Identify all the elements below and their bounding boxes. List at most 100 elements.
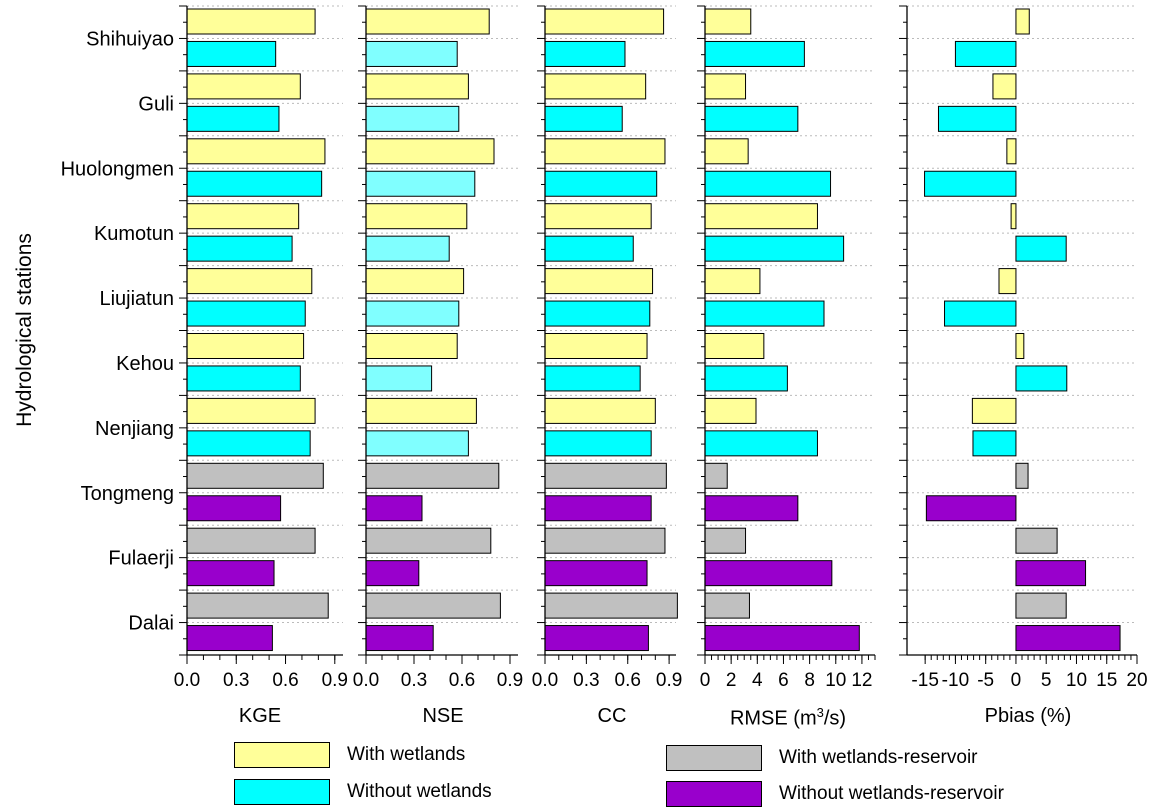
- station-label: Guli: [138, 93, 174, 115]
- bar-without: [186, 300, 306, 327]
- bar-without: [544, 560, 648, 587]
- bar-with: [186, 462, 324, 489]
- rmse-axis-label: RMSE (m3/s): [698, 705, 878, 731]
- bar-without: [544, 495, 652, 522]
- bar-with: [544, 527, 666, 554]
- bar-without: [704, 300, 825, 327]
- pbias-axis-label: Pbias (%): [984, 705, 1072, 727]
- bar-with: [971, 397, 1017, 424]
- legend-item-without-wetlands: Without wetlands: [234, 779, 492, 805]
- bar-without: [365, 430, 469, 457]
- bar-with: [1006, 138, 1017, 165]
- x-tick-label: -5: [977, 670, 994, 691]
- legend-swatch-cyan: [234, 779, 330, 805]
- bar-with: [365, 203, 468, 230]
- bar-without: [365, 40, 458, 67]
- x-tick-label: 0.0: [353, 670, 379, 691]
- bar-with: [704, 8, 752, 35]
- x-tick-label: 15: [1096, 670, 1117, 691]
- bar-with: [704, 138, 749, 165]
- bar-without: [704, 365, 788, 392]
- bar-without: [544, 365, 641, 392]
- bar-with: [704, 397, 757, 424]
- legend-label: With wetlands: [347, 744, 466, 765]
- bar-with: [1010, 203, 1017, 230]
- bar-with: [186, 73, 301, 100]
- bar-without: [186, 495, 282, 522]
- bar-without: [186, 625, 273, 652]
- bar-with: [365, 592, 501, 619]
- bar-with: [365, 462, 500, 489]
- bar-with: [544, 592, 678, 619]
- x-tick-label: 5: [1041, 670, 1052, 691]
- bar-without: [186, 105, 280, 132]
- station-label: Tongmeng: [81, 483, 174, 505]
- bar-without: [704, 40, 805, 67]
- kge-axis-label: KGE: [238, 705, 282, 727]
- legend-item-with-reservoir: With wetlands-reservoir: [666, 745, 978, 771]
- nse-axis-label: NSE: [422, 705, 464, 727]
- bar-without: [544, 625, 649, 652]
- x-tick-label: 0.0: [174, 670, 200, 691]
- bar-without: [186, 430, 311, 457]
- bar-with: [186, 592, 329, 619]
- bar-without: [704, 105, 799, 132]
- bar-with: [704, 592, 750, 619]
- station-label: Kehou: [116, 353, 174, 375]
- bar-without: [1015, 560, 1087, 587]
- bar-without: [544, 40, 626, 67]
- station-label: Dalai: [128, 613, 174, 635]
- bar-with: [704, 203, 818, 230]
- bar-with: [704, 268, 761, 295]
- bar-without: [944, 300, 1017, 327]
- bar-without: [937, 105, 1017, 132]
- bar-without: [186, 40, 277, 67]
- bar-with: [544, 73, 647, 100]
- bar-with: [544, 333, 648, 359]
- legend-item-with-wetlands: With wetlands: [234, 742, 465, 768]
- bar-with: [186, 333, 305, 359]
- bar-without: [1015, 235, 1067, 262]
- legend-item-without-reservoir: Without wetlands-reservoir: [666, 781, 1004, 807]
- legend-swatch-yellow: [234, 742, 330, 768]
- x-tick-label: 0: [1011, 670, 1022, 691]
- x-tick-label: 0.9: [497, 670, 523, 691]
- bar-without: [365, 625, 434, 652]
- rmse-label-suffix: /s): [823, 707, 847, 730]
- bar-with: [544, 462, 667, 489]
- bar-with: [186, 527, 316, 554]
- bar-with: [365, 138, 495, 165]
- bar-without: [704, 625, 860, 652]
- legend-swatch-purple: [666, 781, 762, 807]
- bar-with: [365, 527, 492, 554]
- bar-without: [544, 105, 623, 132]
- bar-without: [365, 170, 476, 197]
- legend-swatch-gray: [666, 745, 762, 771]
- bar-without: [972, 430, 1017, 457]
- legend-label: With wetlands-reservoir: [779, 747, 978, 768]
- bar-with: [544, 268, 654, 295]
- bar-without: [186, 235, 293, 262]
- bar-without: [1015, 365, 1068, 392]
- bar-without: [954, 40, 1017, 67]
- x-tick-label: 12: [851, 670, 872, 691]
- legend-label: Without wetlands: [347, 781, 492, 802]
- x-tick-label: 20: [1126, 670, 1147, 691]
- bar-without: [1015, 625, 1121, 652]
- bar-without: [365, 235, 450, 262]
- legend-label: Without wetlands-reservoir: [779, 783, 1004, 804]
- bar-with: [1015, 333, 1025, 359]
- bar-without: [365, 105, 460, 132]
- bar-without: [544, 170, 658, 197]
- bar-without: [704, 235, 845, 262]
- bar-with: [186, 397, 316, 424]
- bar-without: [544, 300, 651, 327]
- bar-with: [1015, 592, 1067, 619]
- bar-without: [704, 495, 799, 522]
- bar-without: [365, 560, 420, 587]
- bar-with: [704, 73, 747, 100]
- bar-without: [186, 170, 323, 197]
- bar-without: [186, 365, 301, 392]
- bar-with: [544, 397, 656, 424]
